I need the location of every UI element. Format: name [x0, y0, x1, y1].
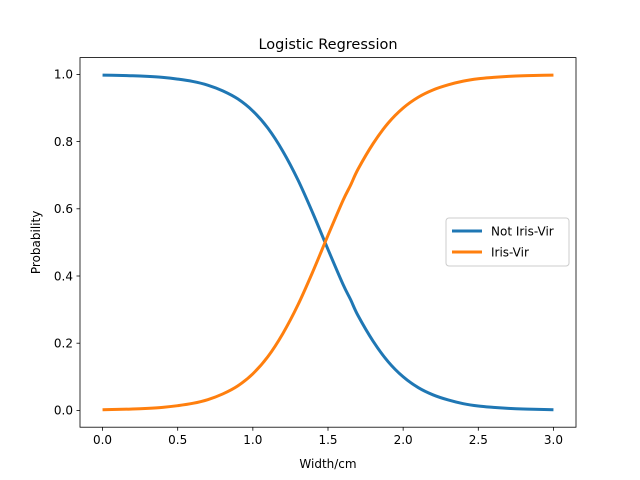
y-axis-label: Probability — [29, 211, 43, 274]
chart-title: Logistic Regression — [258, 37, 397, 53]
y-tick-label: 0.0 — [54, 404, 73, 418]
y-tick-label: 1.0 — [54, 68, 73, 82]
y-tick-label: 0.4 — [54, 269, 73, 283]
y-ticks: 0.0 0.2 0.4 0.6 0.8 1.0 — [54, 68, 80, 418]
y-tick-label: 0.8 — [54, 135, 73, 149]
x-tick-label: 0.0 — [93, 433, 112, 447]
series-line-not-iris-vir — [102, 73, 554, 412]
plot-frame — [79, 57, 577, 428]
x-tick-label: 1.0 — [243, 433, 262, 447]
y-tick-label: 0.6 — [54, 202, 73, 216]
x-tick-label: 2.5 — [469, 433, 488, 447]
x-ticks: 0.0 0.5 1.0 1.5 2.0 2.5 3.0 — [93, 427, 563, 447]
x-tick-label: 0.5 — [168, 433, 187, 447]
legend-label-iris-vir: Iris-Vir — [491, 246, 529, 260]
x-tick-label: 3.0 — [544, 433, 563, 447]
y-tick-label: 0.2 — [54, 337, 73, 351]
legend: Not Iris-Vir Iris-Vir — [445, 217, 570, 267]
series-line-iris-vir — [102, 73, 554, 412]
x-tick-label: 1.5 — [318, 433, 337, 447]
legend-label-not-iris-vir: Not Iris-Vir — [491, 225, 554, 239]
series-lines — [102, 73, 554, 412]
x-axis-label: Width/cm — [299, 457, 356, 471]
x-tick-label: 2.0 — [394, 433, 413, 447]
